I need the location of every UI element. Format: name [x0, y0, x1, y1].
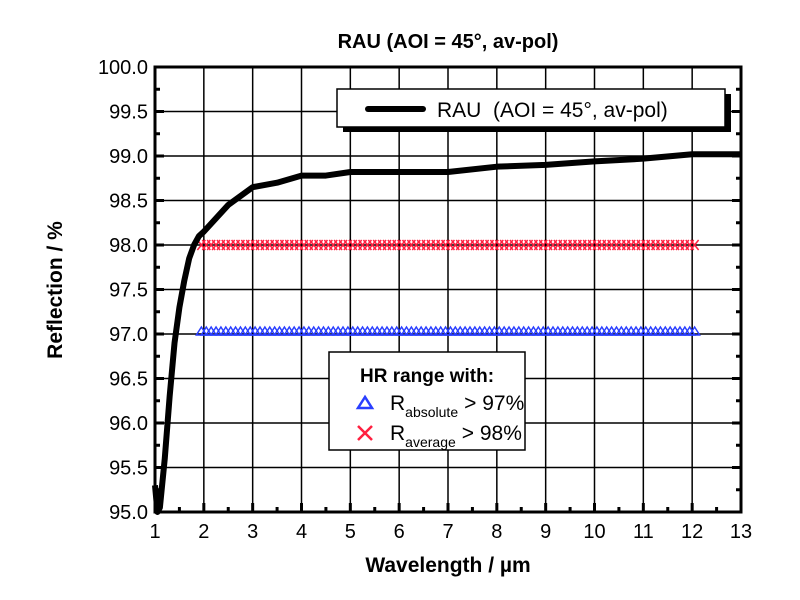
x-tick-label: 5 [345, 521, 356, 543]
x-axis-label: Wavelength / µm [365, 554, 530, 577]
y-axis-label: Reflection / % [44, 221, 67, 359]
y-tick-label: 97.5 [109, 280, 148, 302]
legend-hr: HR range with: Rabsolute > 97% Raverage > … [328, 351, 526, 451]
legend-hr-title: HR range with: [360, 366, 494, 387]
plot-frame [153, 65, 743, 514]
y-tick-label: 99.5 [109, 102, 148, 124]
y-tick-label: 95.5 [109, 458, 148, 480]
y-tick-label: 100.0 [98, 57, 148, 79]
y-tick-label: 96.0 [109, 413, 148, 435]
legend-hr-item-average: Raverage > 98% [390, 422, 522, 450]
legend-main-label: RAU (AOI = 45°, av-pol) [437, 99, 668, 122]
x-tick-label: 12 [681, 521, 703, 543]
legend-hr-item-absolute: Rabsolute > 97% [390, 392, 524, 420]
plot-series [152, 151, 741, 515]
x-tick-label: 10 [583, 521, 605, 543]
x-tick-label: 9 [540, 521, 551, 543]
x-tick-label: 4 [296, 521, 307, 543]
y-tick-label: 95.0 [109, 502, 148, 524]
y-tick-label: 98.5 [109, 191, 148, 213]
y-tick-label: 96.5 [109, 369, 148, 391]
x-tick-label: 13 [730, 521, 752, 543]
chart-title: RAU (AOI = 45°, av-pol) [338, 31, 559, 53]
x-tick-label: 3 [247, 521, 258, 543]
legend-main: RAU (AOI = 45°, av-pol) [336, 88, 731, 132]
y-tick-label: 99.0 [109, 146, 148, 168]
x-tick-label: 7 [442, 521, 453, 543]
x-marker [690, 239, 700, 251]
x-tick-label: 6 [394, 521, 405, 543]
triangle-marker-icon [355, 394, 375, 410]
x-tick-label: 8 [491, 521, 502, 543]
triangle-marker [688, 325, 701, 336]
y-tick-label: 97.0 [109, 324, 148, 346]
x-tick-label: 1 [149, 521, 160, 543]
x-tick-label: 2 [198, 521, 209, 543]
x-tick-label: 11 [633, 521, 654, 543]
rau-curve [152, 151, 741, 515]
x-marker-icon [357, 425, 373, 441]
y-tick-label: 98.0 [109, 235, 148, 257]
